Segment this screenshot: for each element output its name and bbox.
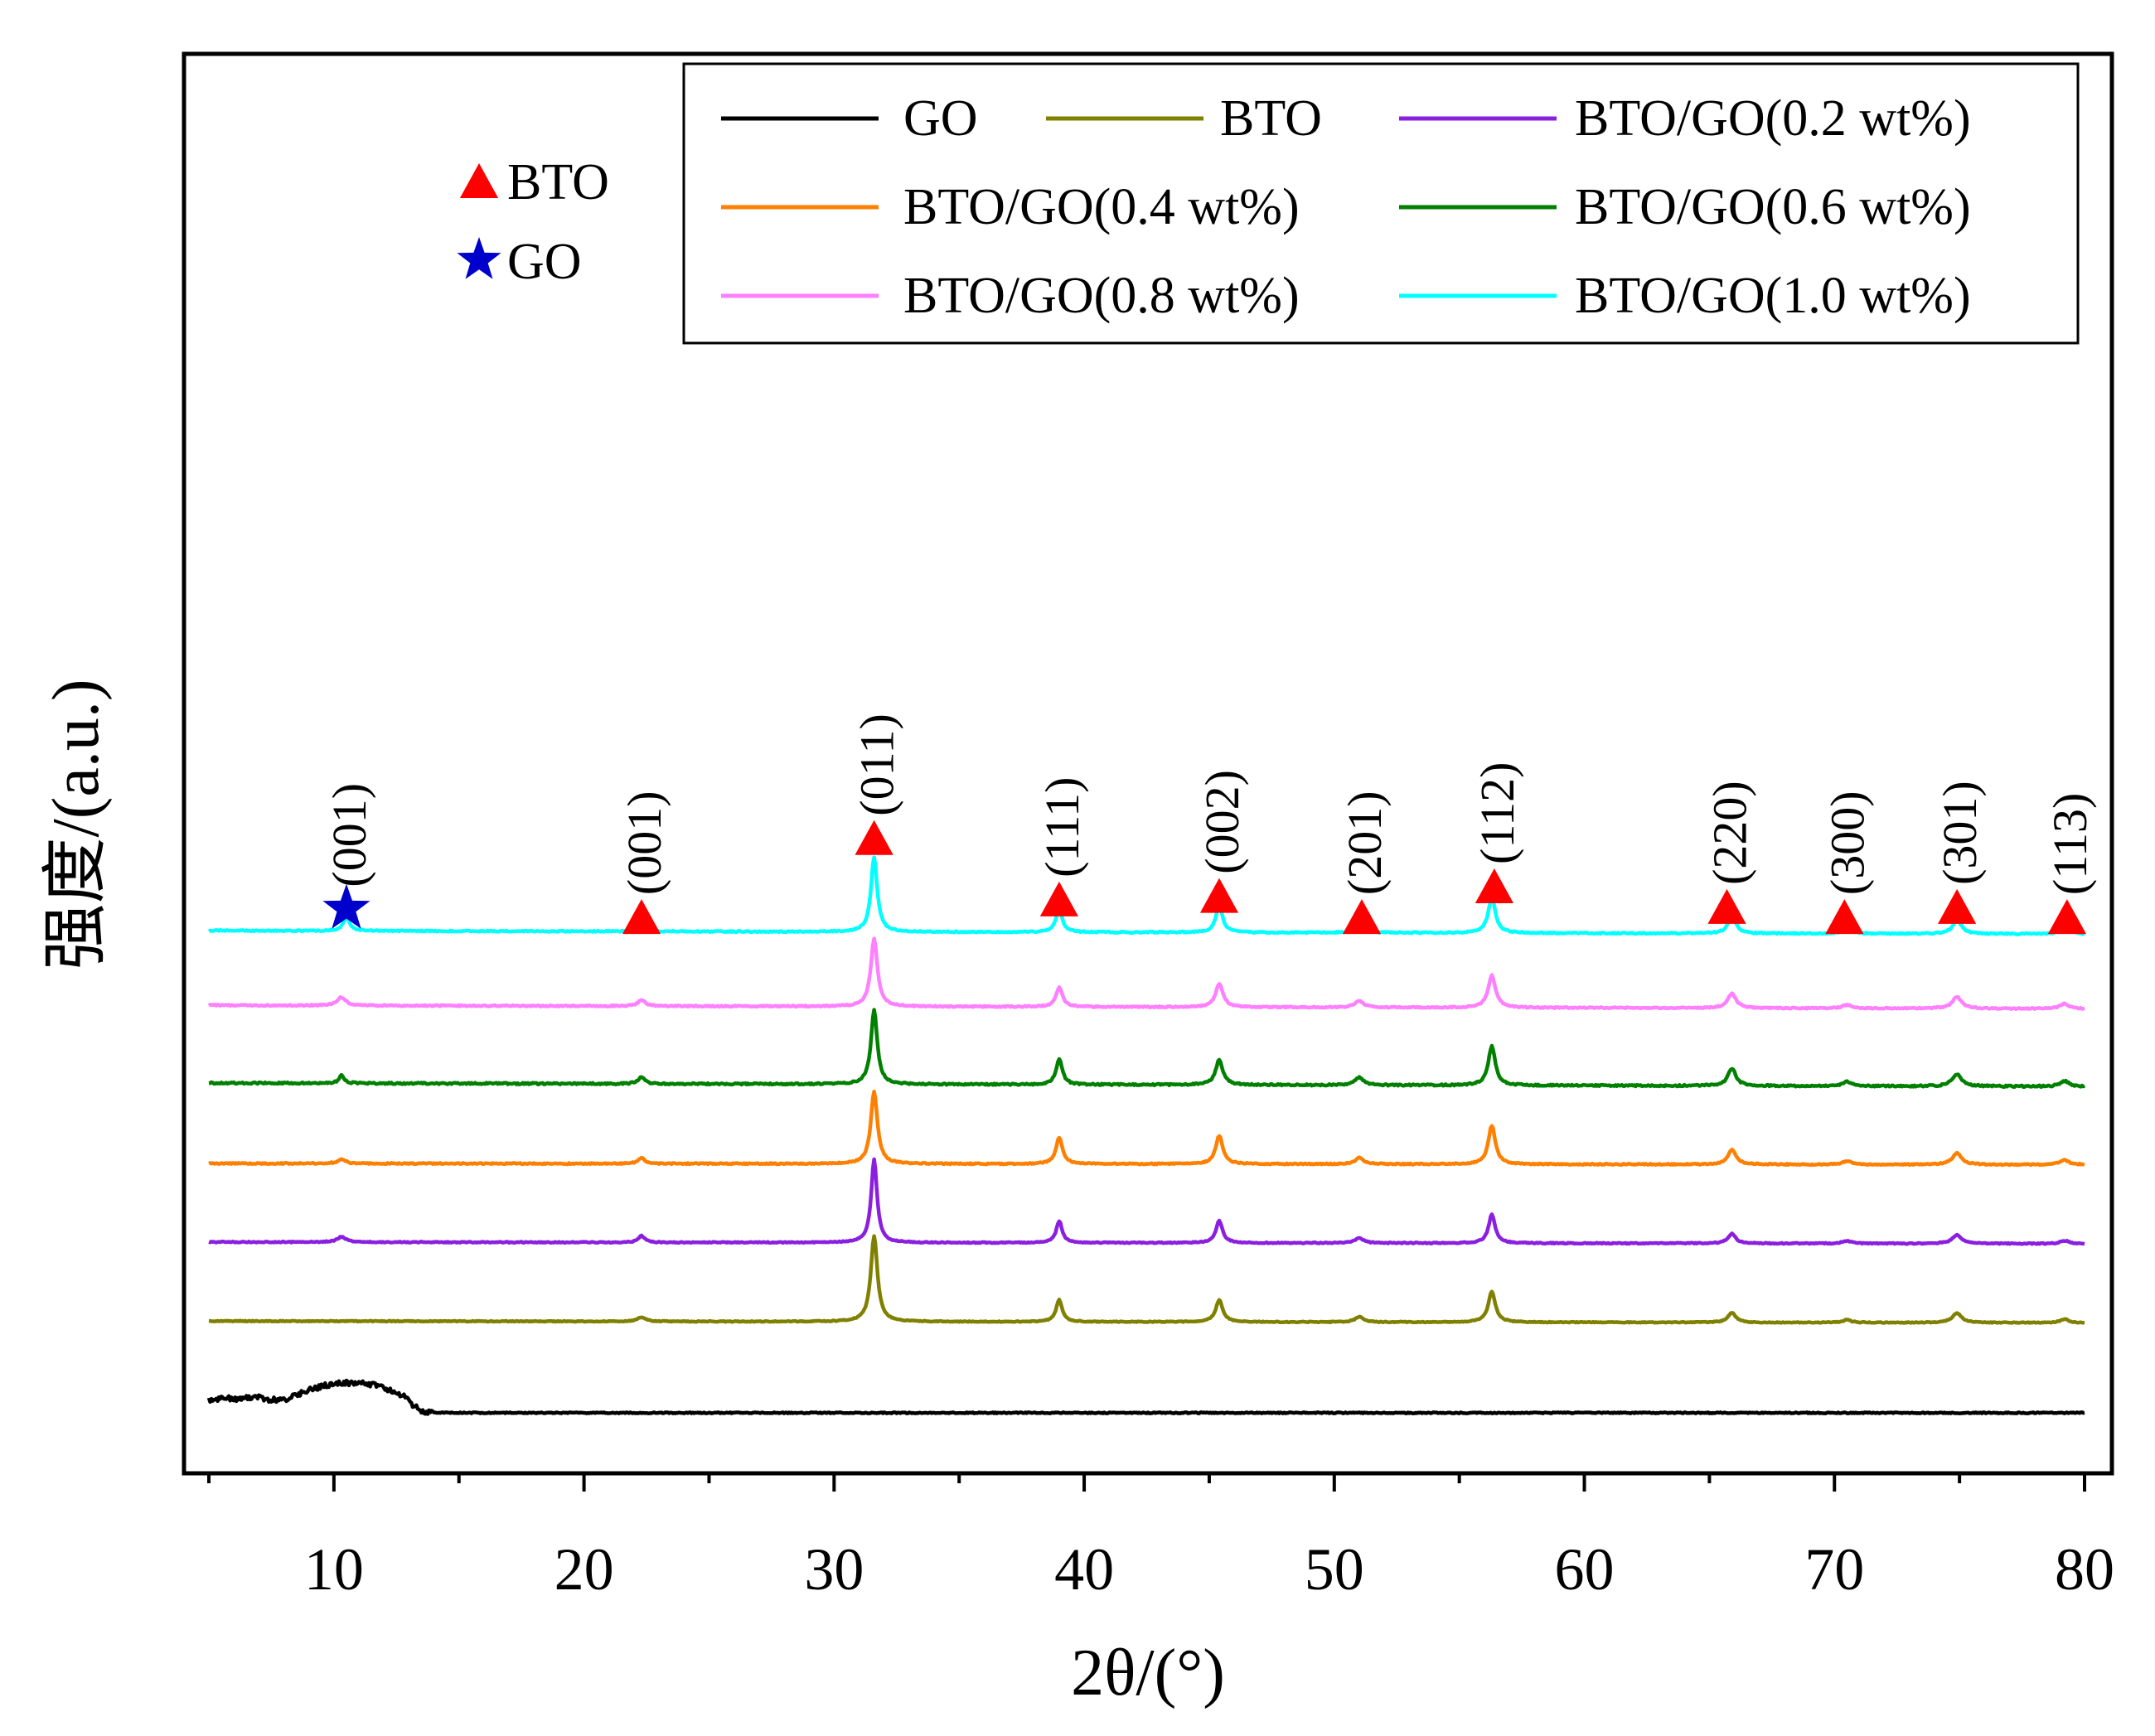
x-tick-label-60: 60 bbox=[1555, 1536, 1615, 1603]
x-tick-label-40: 40 bbox=[1054, 1536, 1114, 1603]
marker-key-triangle-icon bbox=[459, 163, 499, 198]
bto-peak-triangle-icon bbox=[1039, 881, 1078, 916]
marker-key-star-icon bbox=[457, 237, 501, 279]
x-tick-label-10: 10 bbox=[304, 1536, 364, 1603]
peak-label: (300) bbox=[1820, 791, 1874, 895]
bto-peak-triangle-icon bbox=[1825, 899, 1864, 935]
bto-peak-triangle-icon bbox=[855, 820, 893, 855]
series-line-bto-go-1-0-wt bbox=[207, 855, 2085, 936]
peak-label: (301) bbox=[1933, 781, 1987, 885]
x-tick-label-80: 80 bbox=[2055, 1536, 2114, 1603]
legend: GO BTO BTO/GO(0.2 wt%) BTO/GO(0.4 wt%) BTO/G… bbox=[682, 62, 2080, 345]
bto-peak-triangle-icon bbox=[622, 899, 661, 935]
legend-label-bto-go-0-4-wt: BTO/GO(0.4 wt%) bbox=[903, 179, 1300, 235]
peak-label: (112) bbox=[1470, 762, 1524, 864]
x-tick-label-70: 70 bbox=[1804, 1536, 1864, 1603]
peak-label: (113) bbox=[2043, 793, 2097, 895]
plot-area: (001) (001) (011) (111) (002) (201) (112) (220)… bbox=[182, 51, 2114, 1476]
marker-key: BTO GO bbox=[457, 154, 609, 290]
x-tick-label-50: 50 bbox=[1305, 1536, 1364, 1603]
annotation-layer: (001) (001) (011) (111) (002) (201) (112) (220)… bbox=[322, 713, 2097, 935]
legend-label-go: GO bbox=[903, 90, 978, 147]
series-line-bto-go-0-6-wt bbox=[208, 1008, 2086, 1090]
go-peak-star-icon bbox=[322, 883, 370, 929]
bto-peak-triangle-icon bbox=[2047, 899, 2086, 935]
marker-key-label: GO bbox=[507, 234, 582, 290]
peak-label: (201) bbox=[1338, 791, 1392, 895]
legend-label-bto-go-0-6-wt: BTO/GO(0.6 wt%) bbox=[1575, 179, 1971, 235]
peak-label: (001) bbox=[617, 791, 671, 895]
peak-label: (001) bbox=[322, 783, 376, 887]
series-line-bto-go-0-2-wt bbox=[208, 1157, 2085, 1246]
bto-peak-triangle-icon bbox=[1199, 878, 1239, 913]
bto-peak-triangle-icon bbox=[1342, 899, 1382, 935]
legend-label-bto-go-0-8-wt: BTO/GO(0.8 wt%) bbox=[903, 268, 1300, 324]
peak-label: (002) bbox=[1195, 770, 1249, 874]
bto-peak-triangle-icon bbox=[1707, 888, 1746, 924]
series-line-bto-go-0-8-wt bbox=[207, 936, 2085, 1011]
y-axis-label: 强度/(a.u.) bbox=[40, 679, 113, 970]
x-axis: 10 20 30 40 50 60 70 80 bbox=[207, 1473, 2114, 1603]
legend-label-bto: BTO bbox=[1220, 90, 1322, 147]
x-tick-label-20: 20 bbox=[554, 1536, 614, 1603]
legend-entries: GO BTO BTO/GO(0.2 wt%) BTO/GO(0.4 wt%) BTO/G… bbox=[721, 90, 1971, 324]
legend-label-bto-go-0-2-wt: BTO/GO(0.2 wt%) bbox=[1575, 90, 1971, 147]
series-line-bto bbox=[208, 1234, 2085, 1325]
bto-peak-triangle-icon bbox=[1938, 888, 1977, 924]
bto-peak-triangle-icon bbox=[1475, 868, 1514, 903]
plot-frame bbox=[182, 51, 2114, 1476]
series-layer bbox=[206, 855, 2086, 1416]
peak-label: (011) bbox=[850, 713, 904, 815]
marker-key-label: BTO bbox=[507, 154, 609, 210]
x-axis-label: 2θ/(°) bbox=[1071, 1637, 1225, 1709]
legend-box bbox=[682, 62, 2080, 345]
x-tick-label-30: 30 bbox=[804, 1536, 864, 1603]
peak-label: (220) bbox=[1703, 781, 1757, 885]
series-line-go bbox=[206, 1378, 2085, 1416]
series-line-bto-go-0-4-wt bbox=[208, 1089, 2085, 1168]
legend-label-bto-go-1-0-wt: BTO/GO(1.0 wt%) bbox=[1575, 268, 1971, 324]
peak-label: (111) bbox=[1035, 777, 1089, 878]
